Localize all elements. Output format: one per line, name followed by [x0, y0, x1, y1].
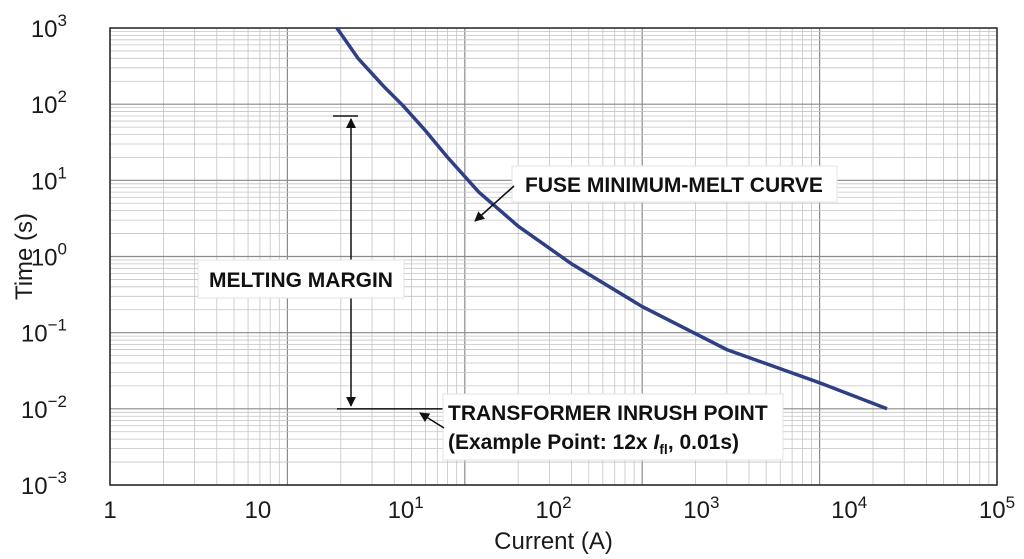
margin-label: MELTING MARGIN — [209, 269, 393, 292]
x-tick-label: 1 — [103, 497, 116, 524]
plot-frame — [109, 27, 998, 486]
y-axis-ticks: 10−3 10−2 10−1 100 101 102 103 — [21, 11, 67, 500]
curve-label-arrow — [474, 185, 515, 222]
y-tick-label: 101 — [31, 163, 67, 195]
x-tick-label: 104 — [831, 493, 867, 524]
x-tick-label: 101 — [388, 493, 424, 524]
inrush-label-line2: (Example Point: 12x Ifl, 0.01s) — [448, 431, 739, 457]
curve-label: FUSE MINIMUM-MELT CURVE — [525, 174, 823, 197]
y-tick-label: 100 — [31, 240, 67, 272]
y-tick-label: 10−1 — [21, 316, 67, 348]
margin-label-box — [197, 259, 405, 299]
y-tick-label: 10−3 — [21, 468, 67, 500]
inrush-label-box — [442, 393, 784, 461]
y-tick-label: 10−2 — [21, 392, 67, 424]
x-tick-label: 103 — [683, 493, 719, 524]
y-axis-title: Time (s) — [11, 213, 38, 300]
y-tick-label: 102 — [31, 87, 67, 119]
x-axis-ticks: 1 10 101 102 103 104 105 — [103, 493, 1015, 524]
x-tick-label: 10 — [244, 497, 271, 524]
curve-label-box — [511, 165, 838, 203]
x-axis-title: Current (A) — [494, 528, 613, 555]
fuse-curve-line — [335, 26, 888, 411]
inrush-label-arrow — [419, 412, 445, 429]
x-tick-label: 102 — [535, 493, 571, 524]
y-tick-label: 103 — [31, 11, 67, 43]
x-tick-label: 105 — [979, 493, 1015, 524]
inrush-label-line1: TRANSFORMER INRUSH POINT — [448, 402, 768, 425]
annotation-labels: MELTING MARGIN FUSE MINIMUM-MELT CURVE TRA… — [197, 165, 838, 461]
